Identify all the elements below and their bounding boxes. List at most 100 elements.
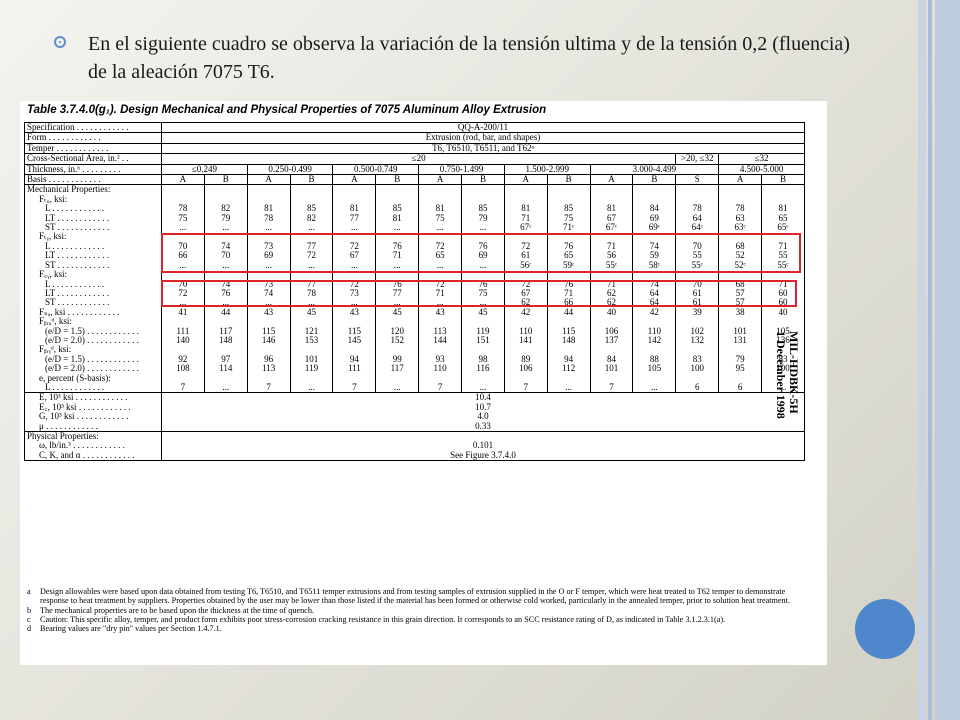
table-cell: 77	[332, 213, 377, 224]
table-cell: ...	[461, 382, 505, 393]
row-label: Basis . . . . . . . . . . . .	[24, 174, 162, 186]
table-cell: 81	[332, 204, 377, 214]
table-cell	[503, 373, 548, 383]
table-cell: 7	[332, 382, 377, 393]
table-cell: 55ᶜ	[761, 260, 805, 271]
table-cell: A	[718, 174, 763, 186]
note: a Design allowables were based upon data …	[27, 587, 807, 606]
table-cell: ≤32	[718, 153, 805, 165]
table-cell: 39	[675, 307, 720, 318]
row-label: Fₛᵤ, ksi . . . . . . . . . . . .	[24, 307, 162, 318]
table-cell: 1.500-2.999	[503, 164, 591, 176]
table-cell: 136	[761, 335, 805, 346]
group-header: Fᵦᵣᵧᵈ, ksi:	[24, 345, 162, 355]
table-cell: 67	[589, 213, 634, 224]
table-cell: 94	[332, 354, 377, 365]
table-cell: 82	[203, 204, 248, 214]
table-cell	[375, 373, 420, 383]
note-key: a	[27, 587, 31, 596]
table-row: Cross-Sectional Area, in.² . . ≤20 >20, ≤3…	[24, 153, 805, 165]
table-cell: 10.7	[161, 402, 805, 413]
row-label: E, 10³ ksi . . . . . . . . . . . .	[24, 392, 162, 403]
table-cell: 110	[503, 326, 548, 336]
table-cell	[375, 184, 420, 195]
table-row: F꜀ᵧ, ksi:	[24, 270, 805, 280]
table-cell	[246, 194, 291, 205]
table-cell: B	[289, 174, 334, 186]
table-cell	[718, 317, 763, 327]
table-cell: 38	[718, 307, 763, 318]
table-cell: 64ᶜ	[675, 223, 720, 233]
table-cell: ≤20	[160, 153, 677, 165]
note-key: b	[27, 605, 32, 615]
table-cell: ...	[546, 382, 591, 393]
table-cell: 115	[332, 326, 377, 336]
table-cell: 40	[761, 307, 805, 318]
right-stripe-1	[918, 0, 926, 720]
table-row: (e/D = 1.5) . . . . . . . . . . . . 92 97 9…	[24, 354, 805, 365]
table-cell	[375, 345, 420, 355]
table-row: G, 10³ ksi . . . . . . . . . . . . 4.0	[24, 412, 805, 422]
table-cell: 69	[632, 213, 677, 224]
table-cell: 85	[546, 204, 591, 214]
table-cell: 146	[246, 335, 291, 346]
table-cell: ...	[203, 223, 248, 233]
table-cell	[161, 184, 205, 195]
table-cell	[503, 317, 548, 327]
table-cell: 84	[632, 204, 677, 214]
table-row: LT . . . . . . . . . . . . 75 79 78 82 77 81 75…	[24, 213, 805, 224]
table-cell	[761, 373, 805, 383]
table-cell: 6	[718, 382, 763, 393]
table-cell: 81	[761, 204, 805, 214]
table-row: L . . . . . . . . . . . . 7... 7... 7... 7..…	[24, 382, 805, 393]
table-cell	[503, 194, 548, 205]
table-cell	[546, 184, 591, 195]
row-label: (e/D = 1.5) . . . . . . . . . . . .	[24, 326, 162, 336]
table-cell: 81	[246, 204, 291, 214]
table-cell	[761, 345, 805, 355]
row-label: G, 10³ ksi . . . . . . . . . . . .	[24, 412, 162, 422]
bullet-icon	[54, 36, 66, 48]
table-cell: 101	[718, 326, 763, 336]
note-text: Design allowables were based upon data o…	[40, 587, 790, 606]
table-cell	[761, 194, 805, 205]
table-cell: 40	[589, 307, 634, 318]
table-cell	[675, 345, 720, 355]
note-text: Bearing values are "dry pin" values per …	[40, 624, 222, 634]
table-cell: 101	[289, 354, 334, 365]
table-row: LT . . . . . . . . . . . . 66 70 69 72 67 71 65…	[24, 251, 805, 261]
table-row: Fₛᵤ, ksi . . . . . . . . . . . . 41 44 43 45…	[24, 307, 805, 318]
table-cell: 137	[589, 335, 634, 346]
table-cell: 7	[246, 382, 291, 393]
table-cell: 75	[161, 213, 205, 224]
row-label: L . . . . . . . . . . . .	[24, 279, 162, 289]
table-cell: 152	[375, 335, 420, 346]
table-cell: A	[332, 174, 377, 186]
group-header: F꜀ᵧ, ksi:	[24, 270, 162, 280]
table-row: L . . . . . . . . . . . . 70 74 73 77 72 76 72 7…	[24, 279, 805, 289]
table-cell: 10.4	[161, 392, 805, 403]
table-cell: 0.750-1.499	[418, 164, 505, 176]
table-cell: A	[161, 174, 205, 186]
table-cell: 55	[761, 251, 805, 261]
table-cell	[203, 194, 248, 205]
note-key: d	[27, 624, 32, 634]
table-cell: 43	[332, 307, 377, 318]
table-cell: B	[632, 174, 677, 186]
table-cell: S	[675, 174, 720, 186]
table-cell: 67ᶜ	[589, 223, 634, 233]
table-row: e, percent (S-basis):	[24, 373, 805, 383]
table-row: ST . . . . . . . . . . . ...............…	[24, 260, 805, 271]
table-cell	[375, 194, 420, 205]
table-cell: 140	[161, 335, 205, 346]
row-label: μ . . . . . . . . . . . .	[24, 421, 162, 432]
table-cell: 85	[461, 204, 505, 214]
table-cell	[461, 317, 505, 327]
table-cell	[675, 184, 720, 195]
table-cell	[418, 317, 463, 327]
table-cell: 79	[203, 213, 248, 224]
table-cell	[161, 317, 205, 327]
table-cell: 144	[418, 335, 463, 346]
table-cell	[461, 345, 505, 355]
table-cell: 75	[418, 213, 463, 224]
